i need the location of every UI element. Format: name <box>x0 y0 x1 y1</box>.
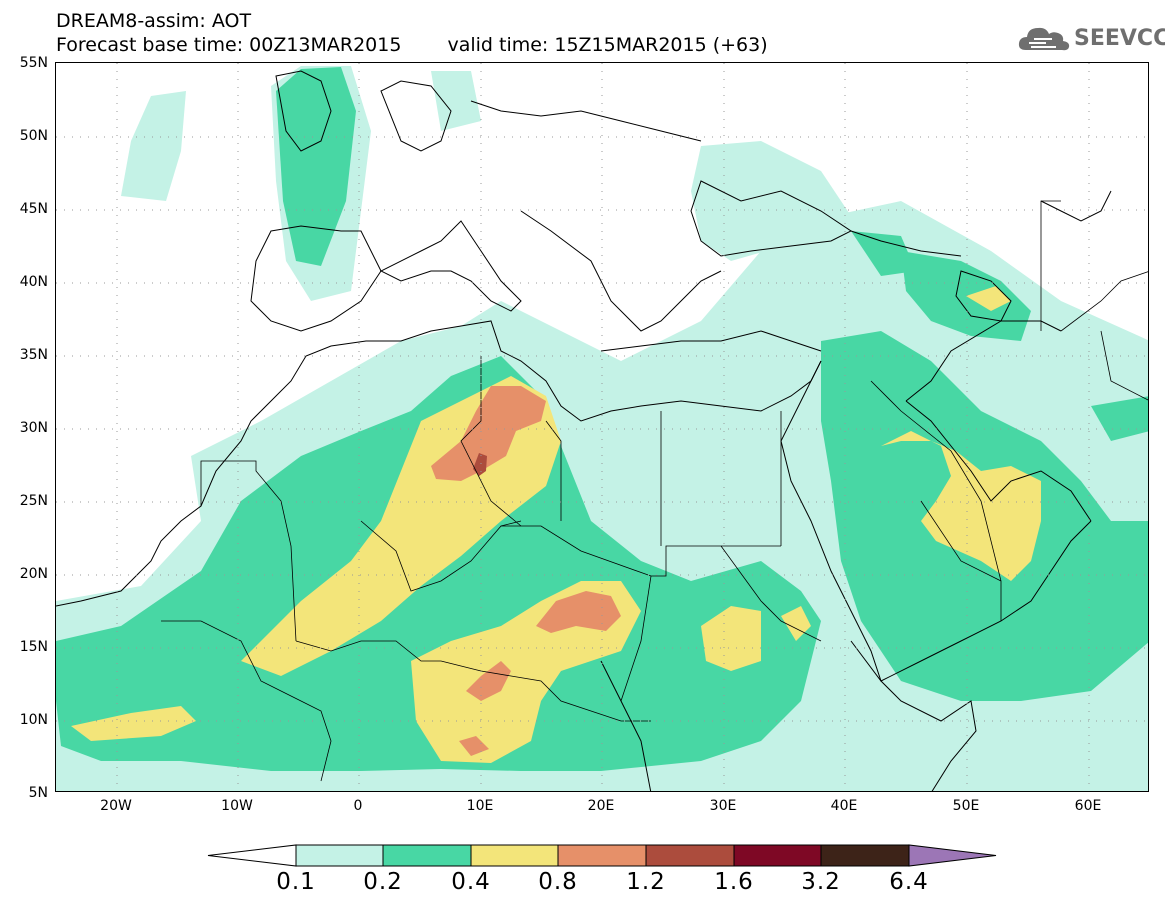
colorbar-box <box>470 844 559 867</box>
lat-label-5n: 5N <box>28 785 48 801</box>
lat-label-40n: 40N <box>19 274 48 290</box>
lon-label-20w: 20W <box>100 798 132 814</box>
colorbar-arrow-low <box>207 844 297 867</box>
map-subtitle: Forecast base time: 00Z13MAR2015 valid ti… <box>56 35 768 55</box>
lat-label-35n: 35N <box>19 347 48 363</box>
colorbar-box <box>382 844 472 867</box>
colorbar-box <box>733 844 822 867</box>
lon-label-60e: 60E <box>1074 798 1102 814</box>
lon-label-30e: 30E <box>709 798 737 814</box>
coastlines <box>56 70 1112 791</box>
lon-label-20e: 20E <box>587 798 615 814</box>
aot-map <box>55 62 1149 792</box>
lat-label-10n: 10N <box>19 712 48 728</box>
base-time-label: Forecast base time: 00Z13MAR2015 <box>56 34 402 56</box>
lon-label-40e: 40E <box>830 798 858 814</box>
colorbar-label-0.8: 0.8 <box>538 869 578 895</box>
lat-lon-grid <box>56 63 1148 791</box>
lat-label-55n: 55N <box>19 55 48 71</box>
logo-text: SEEVCCC <box>1074 26 1165 51</box>
colorbar-arrow-high <box>908 844 997 867</box>
lat-label-15n: 15N <box>19 639 48 655</box>
lon-label-10w: 10W <box>221 798 253 814</box>
country-borders <box>161 200 1148 782</box>
lon-label-0: 0 <box>353 798 363 814</box>
colorbar-label-6.4: 6.4 <box>889 869 929 895</box>
aot-band-0.8 <box>431 386 621 756</box>
valid-time-label: valid time: 15Z15MAR2015 (+63) <box>447 34 768 56</box>
lat-label-30n: 30N <box>19 420 48 436</box>
lat-label-45n: 45N <box>19 201 48 217</box>
colorbar-label-1.2: 1.2 <box>626 869 666 895</box>
colorbar-label-3.2: 3.2 <box>801 869 841 895</box>
lon-label-10e: 10E <box>466 798 494 814</box>
lat-label-50n: 50N <box>19 128 48 144</box>
lat-label-25n: 25N <box>19 493 48 509</box>
colorbar-label-0.1: 0.1 <box>276 869 316 895</box>
map-title: DREAM8-assim: AOT <box>56 10 252 32</box>
colorbar-box <box>820 844 910 867</box>
colorbar-label-0.2: 0.2 <box>363 869 403 895</box>
seevccc-logo: SEEVCCC <box>1016 22 1165 56</box>
colorbar-box <box>557 844 647 867</box>
aot-band-1.2 <box>473 453 487 476</box>
colorbar-box <box>645 844 735 867</box>
colorbar-label-1.6: 1.6 <box>714 869 754 895</box>
lat-label-20n: 20N <box>19 566 48 582</box>
colorbar-label-0.4: 0.4 <box>451 869 491 895</box>
colorbar-box <box>295 844 384 867</box>
lon-label-50e: 50E <box>952 798 980 814</box>
cloud-icon <box>1018 27 1070 51</box>
